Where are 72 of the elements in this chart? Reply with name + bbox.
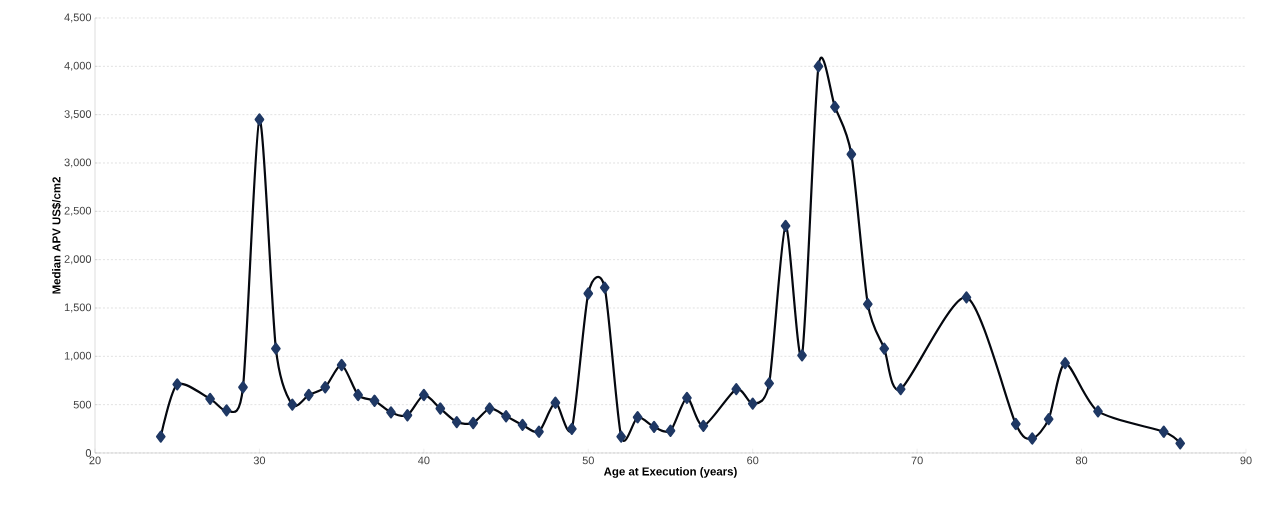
x-tick-label: 20 <box>89 456 101 465</box>
point <box>402 409 413 422</box>
point <box>583 287 594 300</box>
x-tick-label: 60 <box>747 456 759 465</box>
point <box>747 397 758 410</box>
x-axis-title: Age at Execution (years) <box>603 467 737 478</box>
point <box>419 388 429 402</box>
x-tick-label: 40 <box>418 456 430 465</box>
x-tick-label: 30 <box>253 456 266 465</box>
point <box>517 418 528 432</box>
y-tick-label: 1,500 <box>64 303 92 313</box>
point <box>1027 432 1038 445</box>
point <box>205 392 215 405</box>
point <box>813 60 824 73</box>
point <box>221 404 232 417</box>
x-tick-label: 90 <box>1240 456 1252 465</box>
point <box>172 378 183 391</box>
x-tick-label: 80 <box>1075 456 1088 465</box>
point <box>780 219 791 232</box>
point <box>731 383 742 396</box>
point <box>616 430 627 443</box>
y-tick-label: 2,500 <box>64 206 92 216</box>
point <box>961 291 972 304</box>
point <box>1060 356 1070 370</box>
point <box>682 391 692 404</box>
point <box>764 377 774 390</box>
point <box>238 381 248 394</box>
y-tick-label: 4,000 <box>64 61 92 71</box>
point <box>271 342 281 355</box>
point <box>830 100 840 114</box>
point <box>1010 417 1021 431</box>
point <box>632 411 643 424</box>
y-tick-label: 2,000 <box>64 255 92 265</box>
x-tick-label: 70 <box>911 456 923 465</box>
point <box>649 420 659 433</box>
point <box>550 396 561 409</box>
point <box>484 402 495 415</box>
y-tick-label: 0 <box>85 449 92 457</box>
point <box>1175 437 1186 450</box>
point <box>353 388 363 402</box>
point <box>287 398 298 411</box>
point <box>698 419 709 433</box>
y-tick-label: 4,500 <box>64 13 92 23</box>
point <box>254 113 265 126</box>
point <box>501 410 511 423</box>
point <box>879 342 890 355</box>
y-tick-label: 500 <box>73 400 92 409</box>
point <box>846 148 857 161</box>
point <box>386 406 396 419</box>
y-axis-title: Median APV US$/cm2 <box>51 177 62 294</box>
point <box>435 402 446 415</box>
point <box>797 349 807 362</box>
y-tick-label: 3,000 <box>64 158 92 168</box>
point <box>1043 413 1054 426</box>
y-tick-label: 3,500 <box>64 110 92 120</box>
point <box>369 394 380 407</box>
point <box>599 281 610 294</box>
point <box>468 416 479 430</box>
point <box>1093 405 1103 418</box>
x-tick-label: 50 <box>582 456 594 465</box>
point <box>155 430 166 443</box>
point <box>320 381 331 394</box>
y-tick-label: 1,000 <box>64 351 92 361</box>
point <box>895 383 906 396</box>
point <box>451 415 462 429</box>
point <box>665 424 676 437</box>
point <box>303 388 314 402</box>
point <box>566 422 577 435</box>
point <box>862 298 873 311</box>
point <box>336 358 347 372</box>
point <box>1158 425 1169 438</box>
point <box>534 425 544 438</box>
